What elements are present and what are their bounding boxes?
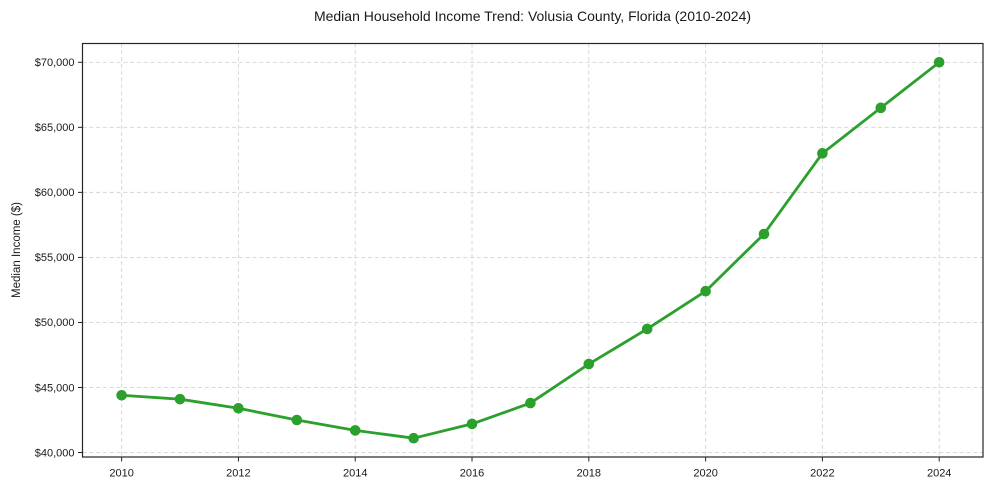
x-tick-label: 2010: [109, 468, 133, 480]
x-tick-label: 2012: [226, 468, 250, 480]
y-tick-label: $60,000: [35, 187, 75, 199]
data-point-2012: [233, 402, 244, 414]
y-axis-label: Median Income ($): [11, 202, 23, 298]
data-point-2010: [116, 389, 127, 401]
x-tick-label: 2024: [927, 468, 951, 480]
data-point-2020: [700, 285, 711, 297]
data-point-2018: [583, 358, 595, 370]
axis-spines: [81, 42, 984, 458]
data-point-2013: [291, 414, 303, 426]
data-point-2019: [641, 323, 653, 335]
chart-title: Median Household Income Trend: Volusia C…: [313, 8, 752, 24]
x-tick-label: 2018: [577, 468, 601, 480]
data-point-2017: [525, 397, 536, 409]
data-point-2024: [933, 57, 945, 68]
trend-line: [120, 60, 941, 440]
data-point-2015: [408, 432, 419, 444]
x-tick-label: 2020: [693, 468, 717, 480]
y-tick-label: $40,000: [35, 447, 75, 459]
x-tick-label: 2014: [343, 468, 367, 480]
y-tick-label: $65,000: [35, 122, 75, 134]
x-tick-label: 2016: [460, 468, 484, 480]
y-tick-label: $45,000: [35, 382, 75, 394]
data-point-2021: [758, 228, 770, 240]
x-tick-label: 2022: [810, 468, 834, 480]
y-tick-label: $70,000: [35, 57, 75, 69]
data-point-2023: [875, 102, 887, 114]
y-tick-label: $55,000: [35, 252, 75, 264]
y-tick-label: $50,000: [35, 317, 75, 329]
data-point-2016: [466, 418, 478, 430]
data-point-2011: [174, 393, 186, 405]
data-point-2014: [349, 425, 361, 436]
data-point-2022: [817, 148, 828, 159]
